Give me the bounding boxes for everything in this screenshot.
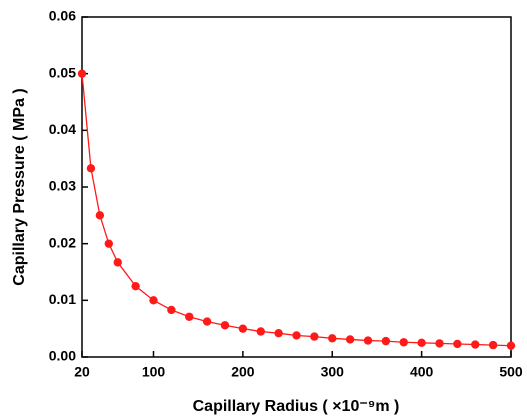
- y-tick-label: 0.03: [49, 178, 76, 194]
- y-tick-label: 0.06: [49, 8, 76, 24]
- data-point: [113, 258, 122, 267]
- y-tick-label: 0.05: [49, 64, 76, 80]
- data-point: [292, 331, 301, 340]
- x-tick-label: 100: [142, 364, 166, 380]
- series-line: [81, 73, 512, 347]
- data-point: [167, 305, 176, 315]
- data-point: [104, 239, 114, 248]
- x-tick-label: 300: [321, 364, 345, 380]
- data-point: [310, 332, 319, 341]
- data-point: [185, 312, 194, 321]
- data-point: [131, 281, 140, 291]
- x-tick-label: 400: [410, 364, 434, 380]
- y-tick-label: 0.00: [49, 348, 76, 364]
- data-point: [399, 338, 408, 347]
- data-point: [328, 334, 337, 343]
- y-tick-label: 0.04: [49, 121, 76, 137]
- data-point: [471, 340, 480, 349]
- data-point: [238, 324, 248, 333]
- data-point: [149, 296, 158, 305]
- x-tick-label: 20: [74, 364, 90, 380]
- y-tick-label: 0.01: [49, 291, 76, 307]
- data-point: [256, 327, 265, 336]
- data-point: [95, 211, 105, 220]
- data-point: [488, 340, 498, 350]
- data-point: [202, 317, 212, 326]
- data-point: [435, 339, 444, 348]
- y-axis-label: Capillary Pressure ( MPa ): [11, 88, 28, 285]
- data-point: [453, 339, 462, 349]
- data-point: [363, 336, 373, 345]
- data-point: [274, 329, 283, 338]
- data-point: [220, 321, 230, 330]
- plot-frame: [81, 16, 512, 358]
- x-tick-label: 500: [499, 364, 523, 380]
- data-point: [381, 336, 391, 346]
- data-point: [345, 335, 355, 344]
- data-point: [417, 338, 426, 348]
- x-tick-label: 200: [231, 364, 255, 380]
- data-point: [86, 164, 96, 173]
- x-axis-label: Capillary Radius ( ×10⁻⁹m ): [193, 398, 400, 415]
- data-point: [506, 341, 516, 350]
- data-point: [77, 69, 87, 78]
- y-tick-label: 0.02: [49, 234, 76, 250]
